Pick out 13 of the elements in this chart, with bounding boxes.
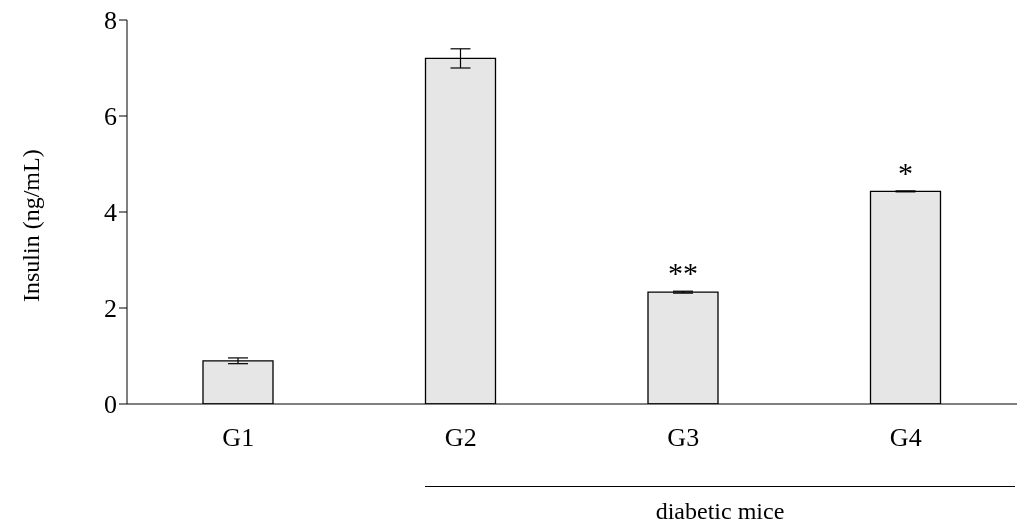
y-tick-label: 2 — [104, 294, 117, 324]
x-tick-label: G3 — [667, 423, 700, 453]
y-tick-label: 0 — [104, 390, 117, 420]
annotation: ** — [668, 256, 698, 290]
annotation: * — [898, 155, 913, 189]
y-axis-title: Insulin (ng/mL) — [17, 149, 44, 302]
x-tick-label: G1 — [222, 423, 255, 453]
text: diabetic mice — [654, 498, 786, 525]
y-tick-label: 4 — [104, 198, 117, 228]
x-tick-label: G2 — [444, 423, 477, 453]
x-tick-label: G4 — [889, 423, 922, 453]
y-tick-label: 6 — [104, 102, 117, 132]
y-tick-label: 8 — [104, 6, 117, 36]
